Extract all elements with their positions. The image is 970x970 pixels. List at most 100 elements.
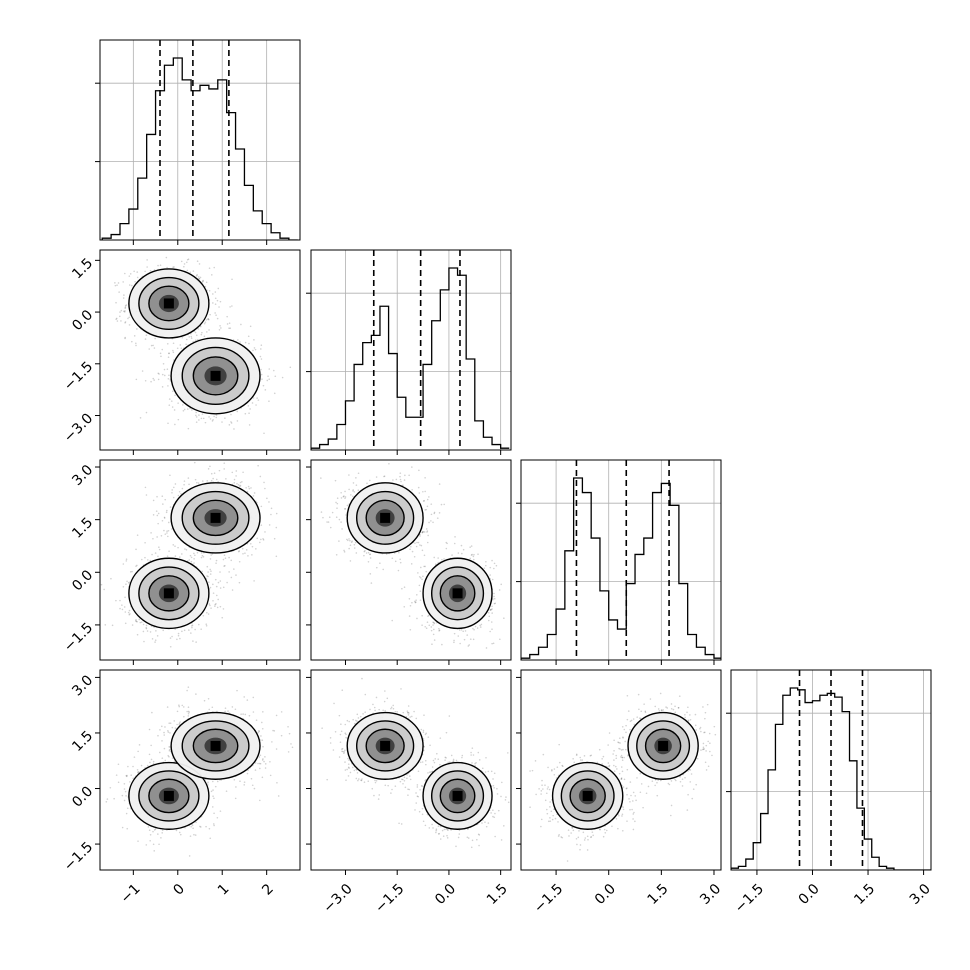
- scatter-point: [212, 302, 214, 304]
- scatter-point: [124, 305, 127, 307]
- scatter-point: [120, 309, 123, 312]
- scatter-point: [162, 503, 164, 505]
- scatter-point: [195, 334, 198, 337]
- scatter-point: [166, 530, 168, 532]
- scatter-point: [161, 373, 164, 376]
- scatter-point: [193, 552, 195, 555]
- scatter-point: [200, 556, 203, 559]
- scatter-point: [171, 390, 174, 393]
- scatter-point: [177, 546, 179, 549]
- scatter-point: [173, 486, 175, 489]
- scatter-point: [426, 621, 429, 624]
- scatter-point: [498, 589, 501, 591]
- scatter-point: [499, 638, 501, 641]
- scatter-point: [432, 633, 435, 636]
- scatter-point: [264, 487, 266, 490]
- scatter-point: [177, 402, 179, 404]
- scatter-point: [369, 557, 372, 559]
- scatter-point: [120, 320, 122, 322]
- scatter-point: [181, 553, 183, 555]
- scatter-point: [207, 318, 209, 320]
- scatter-point: [209, 586, 212, 589]
- scatter-point: [168, 374, 170, 377]
- scatter-point: [219, 587, 222, 589]
- scatter-point: [516, 586, 518, 588]
- scatter-point: [213, 415, 215, 418]
- scatter-point: [214, 605, 216, 608]
- scatter-point: [375, 566, 378, 569]
- scatter-point: [253, 347, 256, 349]
- scatter-point: [208, 329, 210, 331]
- scatter-point: [114, 282, 116, 284]
- scatter-point: [214, 297, 217, 300]
- scatter-point: [198, 277, 201, 280]
- scatter-point: [274, 375, 277, 378]
- scatter-point: [179, 637, 181, 640]
- scatter-point: [231, 471, 234, 474]
- scatter-point: [118, 291, 120, 293]
- scatter-point: [152, 499, 155, 502]
- scatter-point: [255, 548, 257, 550]
- scatter-point: [200, 628, 202, 630]
- scatter-point: [149, 269, 152, 272]
- scatter-point: [415, 599, 417, 601]
- scatter-point: [160, 355, 162, 358]
- scatter-point: [248, 342, 250, 345]
- scatter-point: [190, 335, 193, 338]
- scatter-point: [196, 481, 198, 484]
- scatter-point: [253, 492, 256, 494]
- scatter-point: [334, 479, 337, 482]
- scatter-point: [146, 266, 148, 268]
- scatter-point: [150, 344, 153, 347]
- scatter-point: [207, 468, 210, 470]
- scatter-point: [344, 508, 346, 510]
- scatter-point: [187, 258, 190, 260]
- scatter-point: [201, 281, 204, 283]
- scatter-point: [208, 603, 211, 605]
- scatter-point: [198, 263, 201, 265]
- scatter-point: [145, 334, 148, 337]
- scatter-point: [252, 397, 255, 399]
- scatter-point: [262, 538, 264, 540]
- scatter-point: [239, 485, 241, 487]
- scatter-point: [116, 320, 119, 322]
- scatter-point: [433, 639, 436, 641]
- scatter-point: [128, 613, 131, 616]
- scatter-point: [174, 545, 176, 548]
- scatter-point: [257, 464, 259, 467]
- scatter-point: [473, 558, 475, 561]
- scatter-point: [476, 627, 479, 629]
- scatter-point: [238, 550, 241, 552]
- scatter-point: [413, 600, 416, 603]
- scatter-point: [425, 627, 428, 629]
- scatter-point: [198, 419, 200, 421]
- scatter-point: [215, 562, 217, 564]
- scatter-point: [445, 541, 448, 544]
- scatter-point: [143, 640, 145, 643]
- scatter-point: [239, 341, 241, 343]
- scatter-point: [141, 558, 143, 561]
- scatter-point: [203, 322, 206, 325]
- scatter-point: [434, 563, 437, 566]
- scatter-point: [493, 562, 496, 565]
- scatter-point: [135, 620, 137, 622]
- scatter-point: [186, 408, 189, 410]
- scatter-point: [460, 629, 463, 631]
- scatter-point: [206, 575, 208, 577]
- scatter-point: [201, 331, 203, 334]
- scatter-point: [472, 555, 475, 558]
- scatter-point: [159, 352, 162, 355]
- scatter-point: [152, 514, 155, 516]
- scatter-point: [367, 560, 370, 563]
- scatter-point: [268, 378, 271, 381]
- scatter-point: [430, 626, 433, 628]
- scatter-point: [135, 548, 137, 551]
- scatter-point: [215, 416, 218, 419]
- scatter-point: [219, 580, 222, 582]
- marginal-panel-1: [306, 249, 512, 455]
- scatter-point: [124, 272, 126, 275]
- scatter-point: [421, 578, 423, 581]
- scatter-point: [220, 327, 222, 329]
- scatter-point: [208, 267, 211, 270]
- scatter-point: [123, 310, 125, 313]
